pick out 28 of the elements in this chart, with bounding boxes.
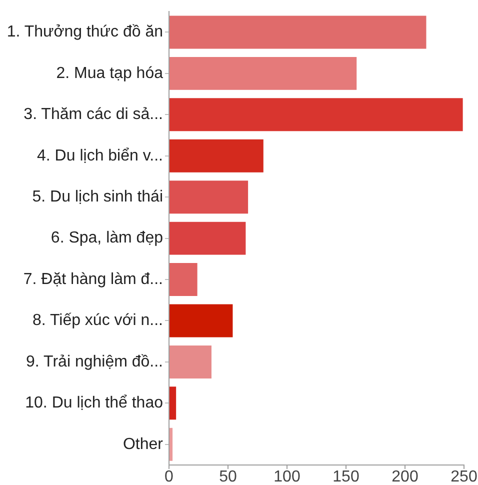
x-tick-label: 50 — [219, 468, 237, 485]
bar — [170, 386, 176, 420]
bar — [170, 304, 233, 338]
y-tick-label: 7. Đặt hàng làm đ... — [23, 270, 163, 288]
y-tick-label: 5. Du lịch sinh thái — [32, 188, 163, 206]
x-tick-label: 250 — [450, 468, 478, 485]
bar — [170, 428, 173, 461]
x-tick-label: 150 — [332, 468, 360, 485]
bar — [170, 222, 246, 255]
y-tick-label: Other — [122, 436, 164, 453]
x-tick-label: 100 — [274, 468, 300, 485]
y-tick-label: 3. Thăm các di sả... — [24, 106, 163, 124]
bar — [170, 16, 426, 49]
bar — [170, 98, 463, 132]
y-tick-label: 9. Trải nghiệm đồ... — [26, 353, 163, 370]
y-tick-label: 1. Thưởng thức đồ ăn — [6, 24, 163, 41]
bar — [170, 56, 357, 90]
bar — [170, 180, 248, 214]
y-tick-label: 8. Tiếp xúc với n... — [32, 312, 163, 330]
bar — [170, 263, 198, 296]
x-tick-label: 0 — [164, 468, 174, 485]
y-tick-label: 6. Spa, làm đẹp — [50, 230, 164, 247]
y-tick-label: 4. Du lịch biển v... — [37, 147, 163, 164]
x-tick-label: 200 — [392, 468, 418, 485]
y-tick-label: 10. Du lịch thể thao — [25, 394, 164, 412]
bar — [170, 345, 212, 378]
bar — [170, 139, 264, 172]
y-tick-label: 2. Mua tạp hóa — [56, 64, 164, 82]
